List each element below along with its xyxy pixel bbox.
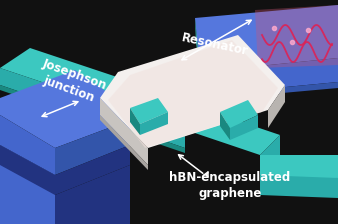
Polygon shape xyxy=(0,145,55,224)
Polygon shape xyxy=(100,98,148,165)
Polygon shape xyxy=(230,115,258,140)
Polygon shape xyxy=(130,98,168,124)
Polygon shape xyxy=(195,5,338,72)
Text: hBN-encapsulated
graphene: hBN-encapsulated graphene xyxy=(169,170,291,200)
Polygon shape xyxy=(55,120,130,175)
Polygon shape xyxy=(108,40,278,148)
Text: Josephson
junction: Josephson junction xyxy=(35,57,109,107)
Polygon shape xyxy=(180,108,280,155)
Polygon shape xyxy=(0,115,55,175)
Polygon shape xyxy=(260,135,280,175)
Polygon shape xyxy=(140,112,168,135)
Polygon shape xyxy=(260,155,338,198)
Polygon shape xyxy=(130,108,140,135)
Polygon shape xyxy=(220,100,258,128)
Polygon shape xyxy=(100,115,148,170)
Polygon shape xyxy=(255,5,338,68)
Polygon shape xyxy=(268,85,285,128)
Text: Resonator: Resonator xyxy=(180,32,249,58)
Polygon shape xyxy=(260,155,338,178)
Polygon shape xyxy=(195,18,204,100)
Polygon shape xyxy=(0,70,130,148)
Polygon shape xyxy=(0,85,185,153)
Polygon shape xyxy=(200,58,338,95)
Polygon shape xyxy=(0,145,55,195)
Polygon shape xyxy=(0,68,185,148)
Polygon shape xyxy=(202,82,338,100)
Polygon shape xyxy=(0,48,210,130)
Polygon shape xyxy=(100,35,285,148)
Polygon shape xyxy=(220,112,230,140)
Polygon shape xyxy=(55,165,130,224)
Polygon shape xyxy=(55,145,130,195)
